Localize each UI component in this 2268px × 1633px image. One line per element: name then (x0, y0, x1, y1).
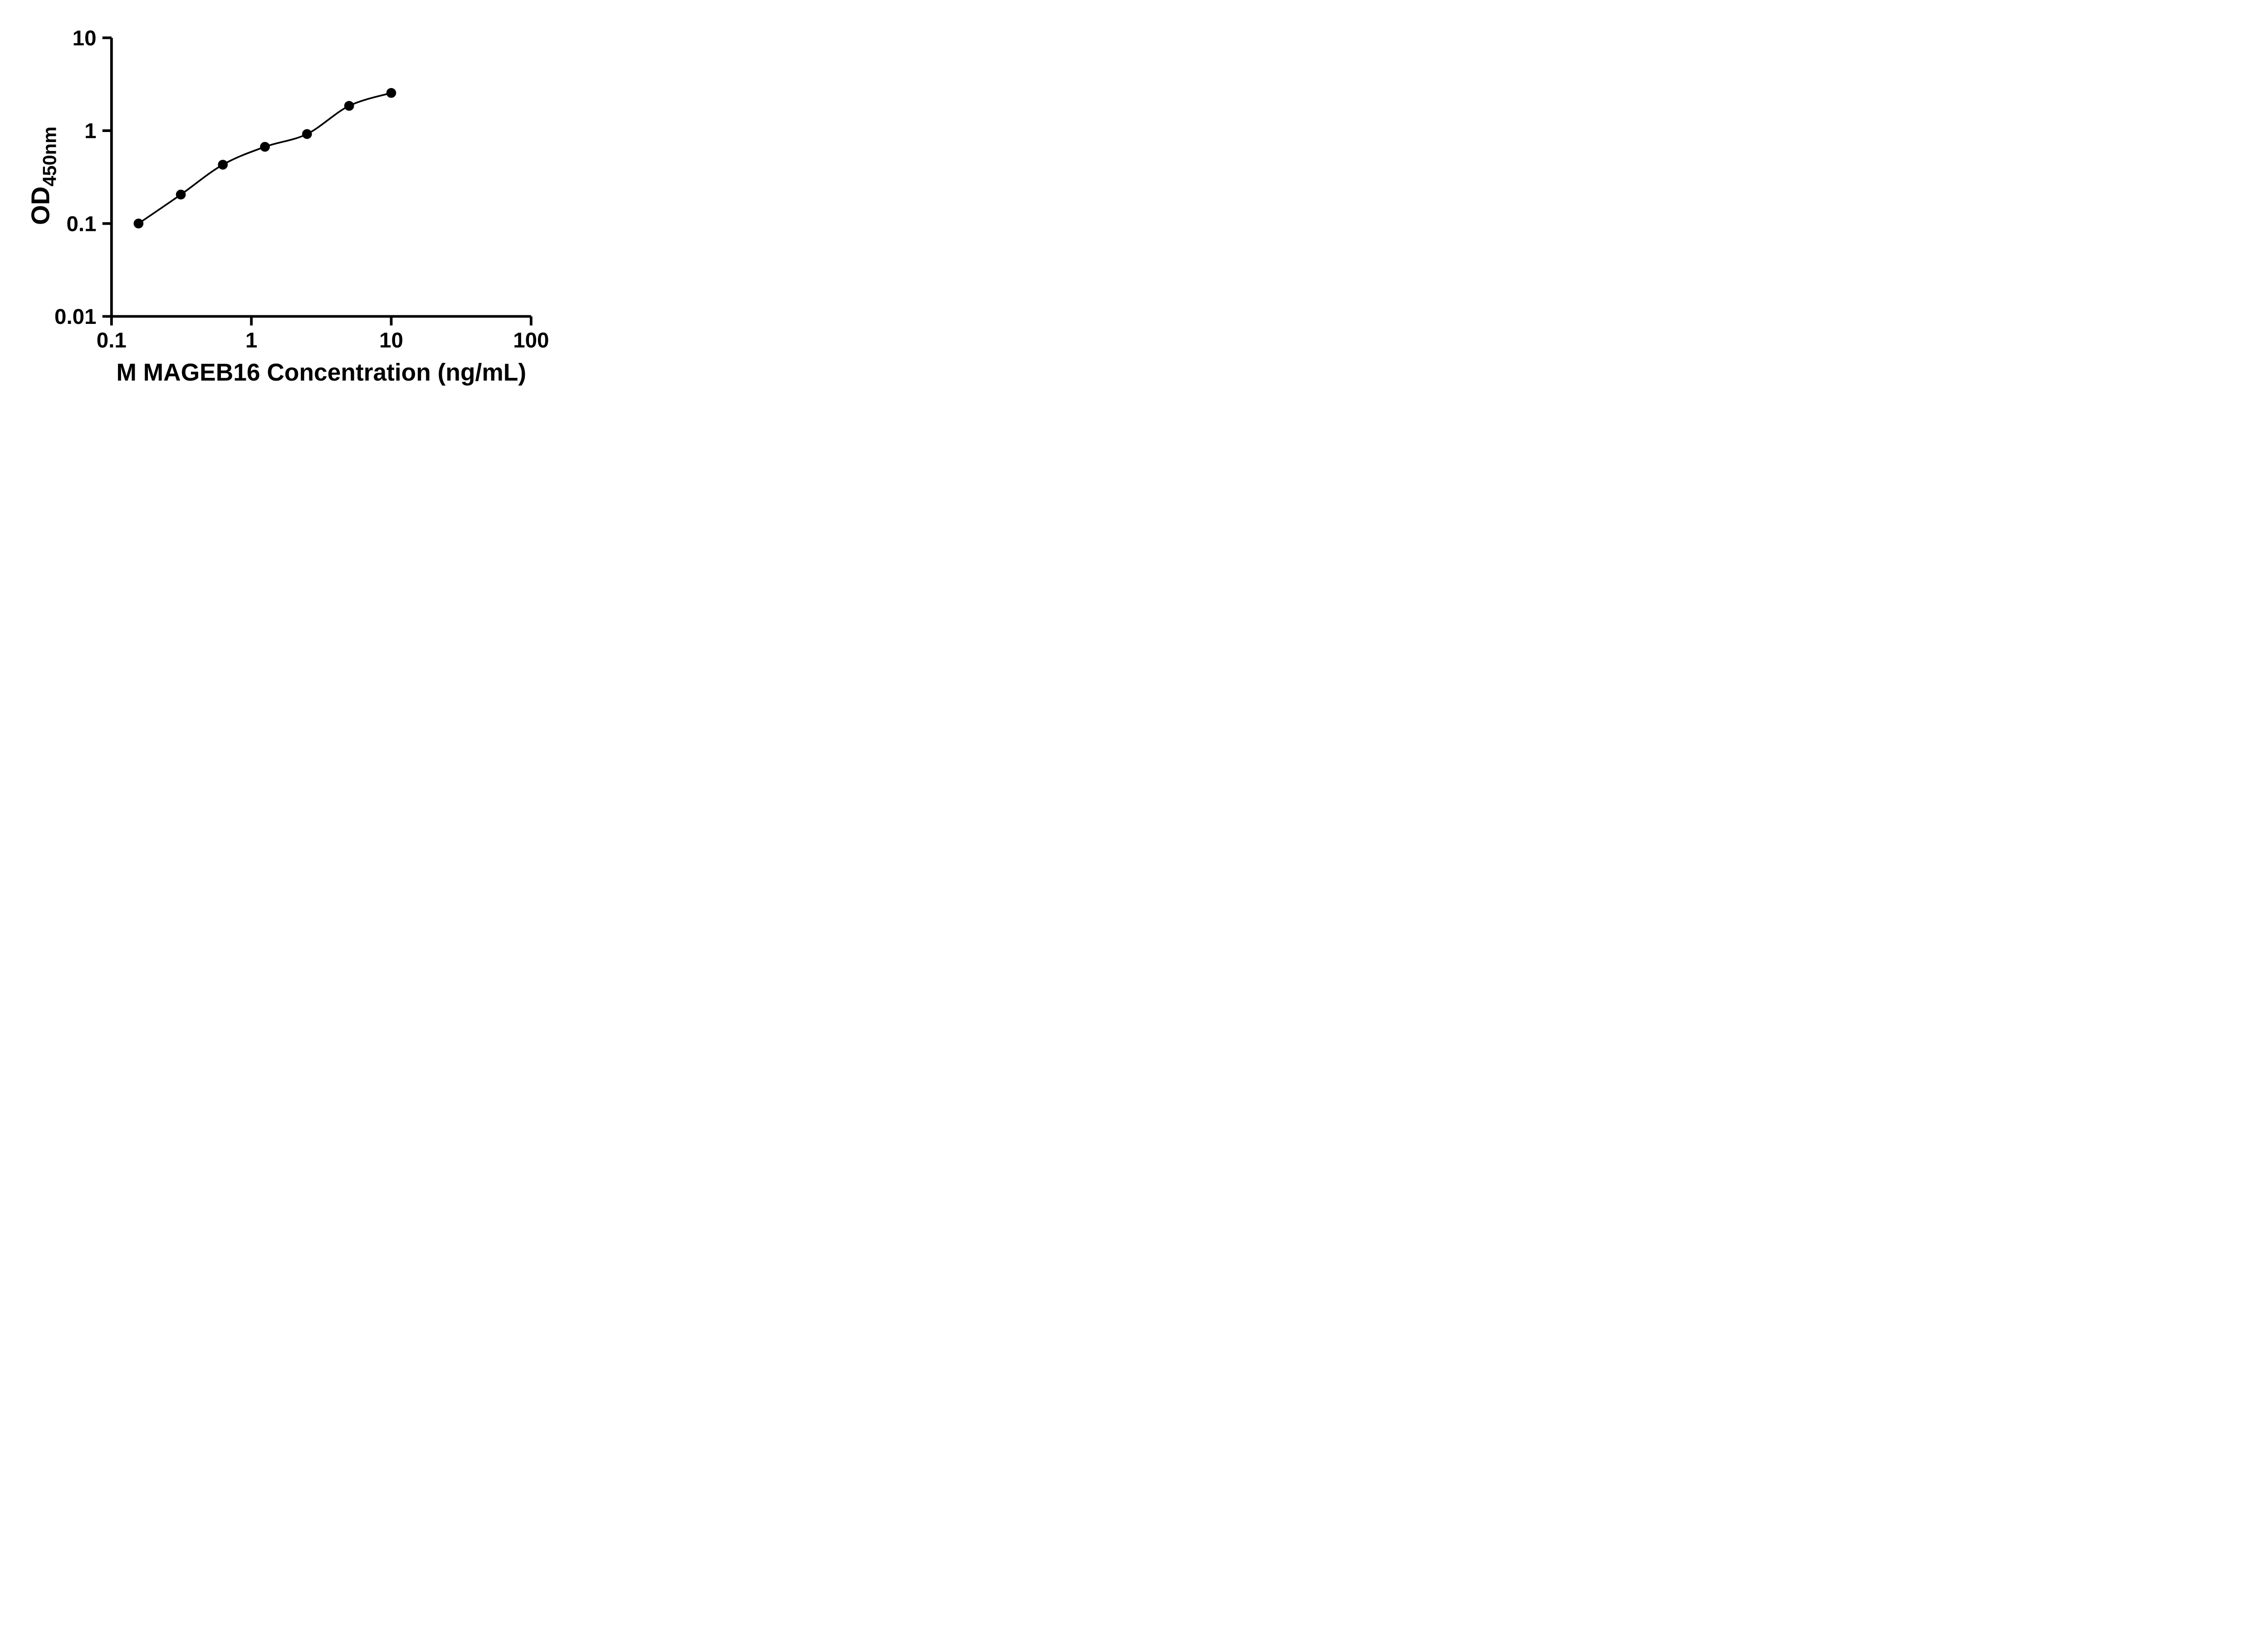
elisa-standard-curve-figure: 0.1 1 10 100 0.01 0.1 1 10 M MAGEB16 Concentrat… (0, 0, 583, 408)
data-point-marker (260, 142, 270, 152)
x-tick-label: 100 (513, 328, 549, 352)
x-axis-title: M MAGEB16 Concentration (ng/mL) (117, 359, 527, 386)
axis-ticks (102, 36, 533, 326)
y-axis-title: OD450nm (26, 127, 60, 225)
x-tick-label: 10 (379, 328, 403, 352)
axes (110, 38, 531, 318)
data-point-marker (133, 218, 144, 229)
data-point-marker (176, 190, 186, 200)
data-point-marker (386, 88, 396, 98)
data-point-marker (302, 129, 312, 139)
y-axis-title-main: OD (26, 186, 55, 225)
x-tick-label: 1 (245, 328, 257, 352)
y-tick-label: 1 (84, 119, 96, 143)
fit-curve (138, 92, 392, 225)
y-tick-label: 0.1 (66, 212, 96, 236)
data-point-marker (218, 160, 228, 170)
y-tick-label: 0.01 (54, 305, 96, 329)
data-point-marker (344, 101, 354, 111)
y-axis-title-subscript: 450nm (39, 127, 60, 186)
y-tick-label: 10 (73, 26, 97, 50)
x-tick-label: 0.1 (97, 328, 127, 352)
fit-curve-path (138, 92, 392, 225)
data-points (133, 88, 396, 229)
